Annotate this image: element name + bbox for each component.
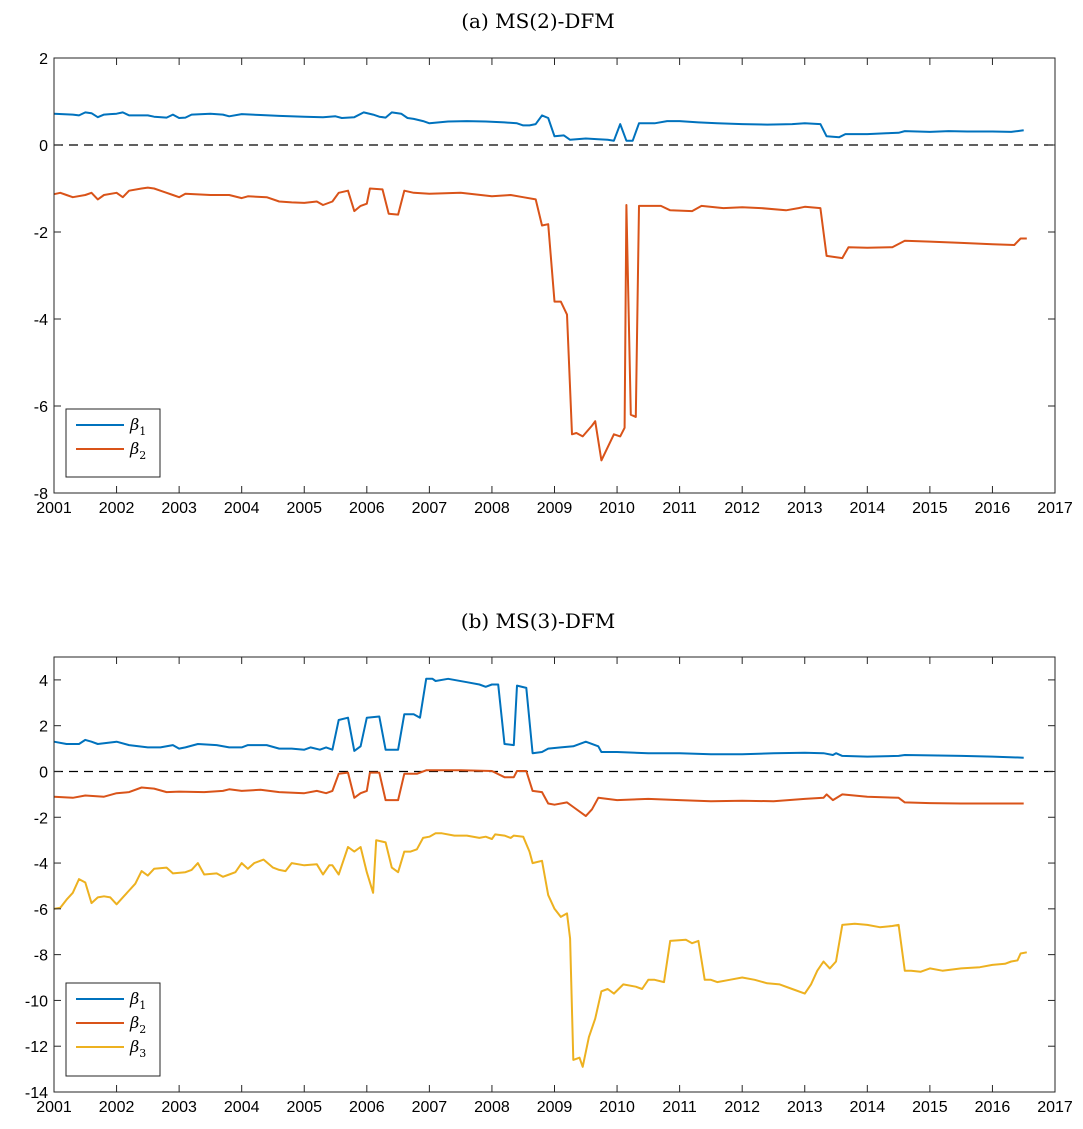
y-tick-label: -10	[25, 993, 48, 1010]
y-tick-label: -2	[34, 225, 48, 242]
x-tick-label: 2015	[912, 1099, 948, 1116]
x-tick-label: 2008	[474, 1099, 510, 1116]
x-tick-label: 2002	[99, 1099, 135, 1116]
panel-a: (a) MS(2)-DFM 2001 2002 2003 2004 2005 2006 20…	[34, 9, 1073, 517]
x-tick-label: 2011	[662, 1099, 697, 1116]
x-tick-label: 2007	[412, 500, 448, 517]
x-tick-label: 2013	[787, 1099, 823, 1116]
x-tick-label: 2017	[1037, 1099, 1073, 1116]
x-tick-label: 2012	[724, 500, 760, 517]
y-tick-label: -2	[34, 810, 48, 827]
legend-label-subscript: 3	[139, 1047, 146, 1060]
y-tick-label: 0	[39, 764, 48, 781]
panel-b-title: (b) MS(3)-DFM	[461, 609, 615, 633]
x-tick-label: 2001	[36, 500, 72, 517]
legend-label-symbol: β	[129, 415, 139, 434]
series-line-beta-3	[53, 832, 1027, 1068]
x-tick-label: 2004	[224, 1099, 260, 1116]
x-tick-label: 2014	[850, 500, 886, 517]
legend-label-symbol: β	[129, 1037, 139, 1056]
x-tick-label: 2009	[537, 1099, 573, 1116]
x-tick-label: 2006	[349, 1099, 385, 1116]
x-tick-label: 2009	[537, 500, 573, 517]
x-tick-label: 2014	[850, 1099, 886, 1116]
legend-label-subscript: 2	[139, 449, 146, 462]
y-tick-label: -8	[34, 948, 48, 965]
y-tick-label: 2	[39, 51, 48, 68]
legend-label-subscript: 2	[139, 1023, 146, 1036]
y-tick-label: -4	[34, 312, 48, 329]
series-line-beta-2	[53, 186, 1027, 462]
x-tick-label: 2005	[286, 500, 322, 517]
x-tick-label: 2016	[975, 500, 1011, 517]
x-tick-label: 2003	[161, 500, 197, 517]
x-tick-label: 2001	[36, 1099, 72, 1116]
y-tick-label: 0	[39, 138, 48, 155]
x-tick-label: 2010	[599, 500, 635, 517]
panel-a-title: (a) MS(2)-DFM	[461, 9, 615, 33]
x-tick-label: 2002	[99, 500, 135, 517]
x-tick-label: 2017	[1037, 500, 1073, 517]
x-tick-label: 2011	[662, 500, 697, 517]
x-tick-label: 2008	[474, 500, 510, 517]
axes-box	[53, 57, 1056, 494]
y-tick-label: -14	[25, 1085, 48, 1102]
x-tick-label: 2013	[787, 500, 823, 517]
y-tick-label: -12	[25, 1039, 48, 1056]
series-line-beta-1	[53, 111, 1024, 142]
y-tick-label: -8	[34, 486, 48, 503]
legend-box	[65, 408, 161, 478]
legend-label-beta-3: β3	[129, 1037, 146, 1060]
y-tick-label: -6	[34, 399, 48, 416]
panel-b: (b) MS(3)-DFM 2001 2002 2003 2004 2005 2006 20…	[25, 609, 1073, 1116]
legend-label-subscript: 1	[139, 999, 146, 1012]
legend-label-beta-1: β1	[129, 989, 146, 1012]
x-tick-label: 2003	[161, 1099, 197, 1116]
y-tick-label: 4	[39, 673, 48, 690]
x-tick-label: 2004	[224, 500, 260, 517]
legend-label-subscript: 1	[139, 425, 146, 438]
panel-b-axes: 2001 2002 2003 2004 2005 2006 2007 2008 2009 2010…	[25, 656, 1073, 1116]
panel-a-axes: 2001 2002 2003 2004 2005 2006 2007 2008 2009 2010…	[34, 51, 1073, 517]
legend-label-beta-2: β2	[129, 439, 146, 462]
x-tick-label: 2016	[975, 1099, 1011, 1116]
series-line-beta-2	[53, 769, 1024, 818]
x-tick-label: 2010	[599, 1099, 635, 1116]
legend-label-beta-2: β2	[129, 1013, 146, 1036]
legend-label-beta-1: β1	[129, 415, 146, 438]
y-tick-label: -4	[34, 856, 48, 873]
x-tick-label: 2006	[349, 500, 385, 517]
y-tick-label: -6	[34, 902, 48, 919]
x-tick-label: 2012	[724, 1099, 760, 1116]
x-tick-label: 2015	[912, 500, 948, 517]
legend-label-symbol: β	[129, 989, 139, 1008]
y-tick-label: 2	[39, 719, 48, 736]
series-line-beta-1	[53, 677, 1024, 759]
x-tick-label: 2007	[412, 1099, 448, 1116]
legend-label-symbol: β	[129, 1013, 139, 1032]
legend-label-symbol: β	[129, 439, 139, 458]
x-tick-label: 2005	[286, 1099, 322, 1116]
